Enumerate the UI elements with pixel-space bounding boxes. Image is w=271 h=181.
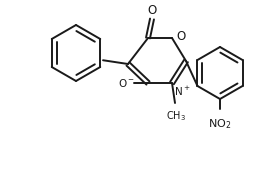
- Text: CH$_3$: CH$_3$: [166, 109, 186, 123]
- Text: O$^-$: O$^-$: [118, 77, 134, 89]
- Text: NO$_2$: NO$_2$: [208, 117, 232, 131]
- Text: N$^+$: N$^+$: [174, 85, 191, 98]
- Text: O: O: [176, 31, 186, 43]
- Text: O: O: [147, 5, 157, 18]
